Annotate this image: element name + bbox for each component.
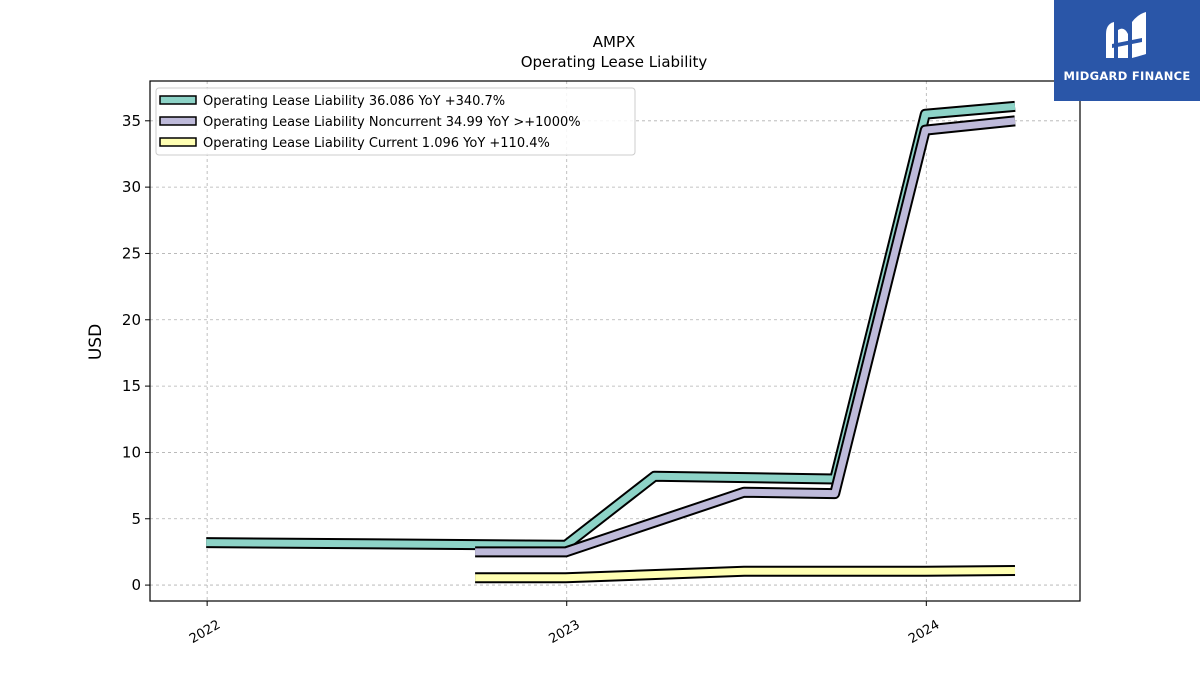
series-line-outline bbox=[206, 100, 1016, 551]
y-tick-label: 0 bbox=[131, 576, 141, 594]
series-line bbox=[475, 117, 1016, 556]
y-axis-label: USD bbox=[86, 324, 106, 360]
legend-swatch bbox=[159, 137, 197, 147]
plot-frame bbox=[149, 80, 1081, 602]
chart-subtitle: Operating Lease Liability bbox=[521, 53, 708, 71]
legend-swatch bbox=[159, 95, 197, 105]
y-tick-label: 15 bbox=[122, 377, 141, 395]
y-tick-label: 30 bbox=[122, 178, 141, 196]
x-tick-label: 2024 bbox=[906, 617, 942, 647]
series-lines bbox=[206, 100, 1016, 584]
y-tick-label: 5 bbox=[131, 510, 141, 528]
chart-title: AMPX bbox=[593, 33, 636, 51]
grid bbox=[150, 81, 1080, 601]
brand-logo-icon bbox=[1106, 12, 1146, 58]
legend-label: Operating Lease Liability Current 1.096 … bbox=[203, 136, 550, 151]
brand-logo: MIDGARD FINANCE bbox=[1054, 0, 1200, 101]
legend-label: Operating Lease Liability 36.086 YoY +34… bbox=[203, 94, 505, 109]
legend-swatch bbox=[159, 116, 197, 126]
y-tick-label: 25 bbox=[122, 244, 141, 262]
legend-box bbox=[155, 87, 636, 156]
y-tick-label: 10 bbox=[122, 443, 141, 461]
series-line-outline bbox=[475, 115, 1016, 558]
x-tick-label: 2022 bbox=[187, 617, 223, 647]
series-line bbox=[206, 102, 1016, 549]
series-line bbox=[475, 567, 1016, 582]
y-tick-label: 35 bbox=[122, 112, 141, 130]
legend: Operating Lease Liability 36.086 YoY +34… bbox=[155, 87, 636, 156]
y-tick-label: 20 bbox=[122, 311, 141, 329]
legend-label: Operating Lease Liability Noncurrent 34.… bbox=[203, 115, 581, 130]
brand-name: MIDGARD FINANCE bbox=[1063, 69, 1191, 83]
x-tick-label: 2023 bbox=[547, 617, 583, 647]
